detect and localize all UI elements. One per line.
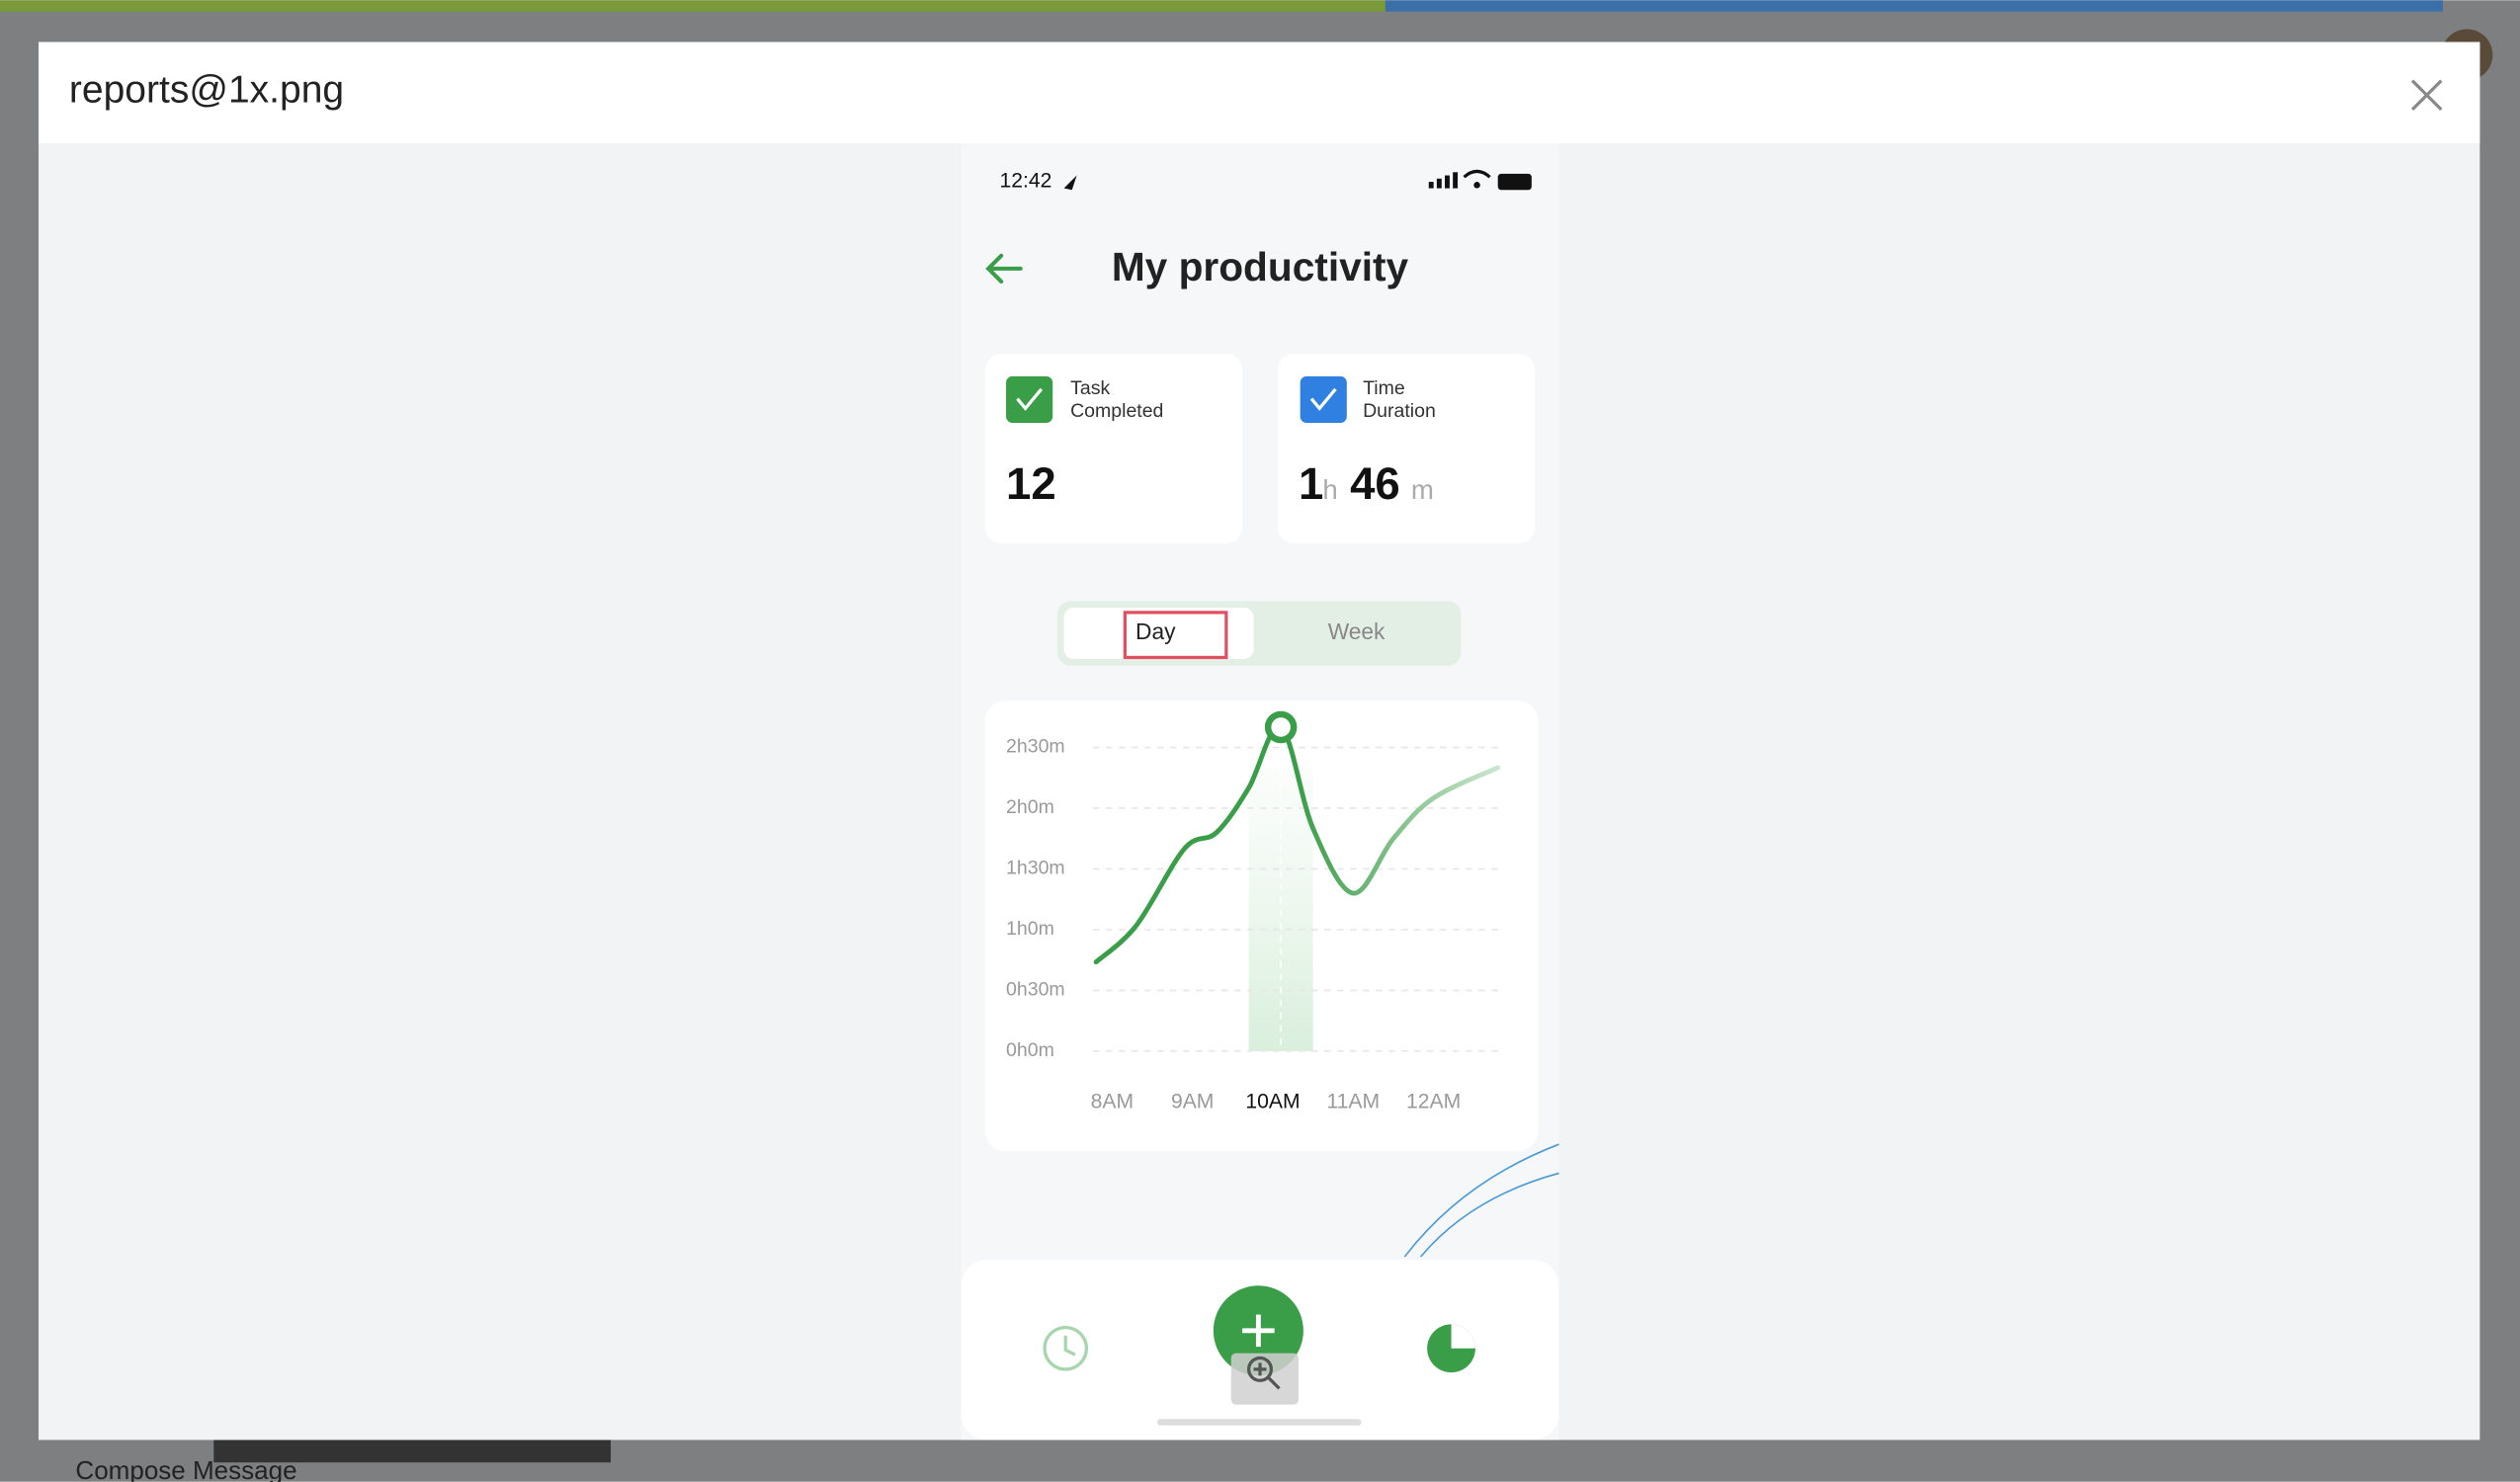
status-time: 12:42 [1000,170,1052,193]
y-tick-label: 1h0m [1006,918,1054,940]
card-label: Duration [1363,400,1436,422]
decoration [1403,1143,1559,1258]
modal-title: reports@1x.png [69,68,344,111]
add-icon [1242,1314,1275,1348]
zoom-icon [1246,1356,1281,1390]
pie-icon-slice [1451,1324,1475,1349]
tab-active[interactable] [1063,608,1254,660]
x-tick-label: 8AM [1091,1090,1134,1112]
top-bar [1385,0,2443,12]
card-value: 1 [1299,458,1323,509]
screen-title: My productivity [1112,244,1409,289]
card-value: 12 [1006,458,1056,509]
y-tick-label: 2h0m [1006,796,1054,818]
modal-header [39,41,2480,144]
y-tick-label: 0h30m [1006,979,1065,1001]
x-tick-label: 12AM [1406,1090,1461,1112]
y-tick-label: 1h30m [1006,858,1065,879]
tab-label[interactable]: Week [1328,618,1386,644]
card-label: Time [1363,377,1405,399]
location-icon [1063,175,1077,191]
back-button[interactable] [985,253,1023,284]
x-tick-label: 9AM [1171,1090,1214,1112]
y-tick-label: 0h0m [1006,1039,1054,1061]
card-label: Completed [1070,400,1163,422]
y-tick-label: 2h30m [1006,736,1065,758]
status-icons [1428,169,1532,191]
highlight-point [1264,710,1298,744]
compose-text[interactable]: Compose Message [75,1455,296,1482]
x-tick-label: 10AM [1245,1090,1300,1112]
check-icon [1300,375,1347,423]
check-mark [1016,387,1044,411]
top-bar [0,0,1386,12]
close-button[interactable] [2410,79,2443,112]
tab-label[interactable]: Day [1135,618,1176,644]
chart: 0h0m 0h30m 1h0m 1h30m 2h0m 2h30m 8AM 9AM 10AM 11A… [1006,710,1503,1112]
card-value: 46 [1350,458,1400,509]
x-tick-label: 11AM [1327,1090,1381,1112]
toolbar [213,1440,611,1463]
check-mark [1309,387,1337,411]
card-label: Task [1070,377,1110,399]
clock-icon[interactable] [1043,1325,1088,1371]
check-icon [1006,375,1053,423]
card-unit: h [1322,474,1337,505]
highlight-box [1123,611,1228,660]
card-unit: m [1411,474,1434,505]
